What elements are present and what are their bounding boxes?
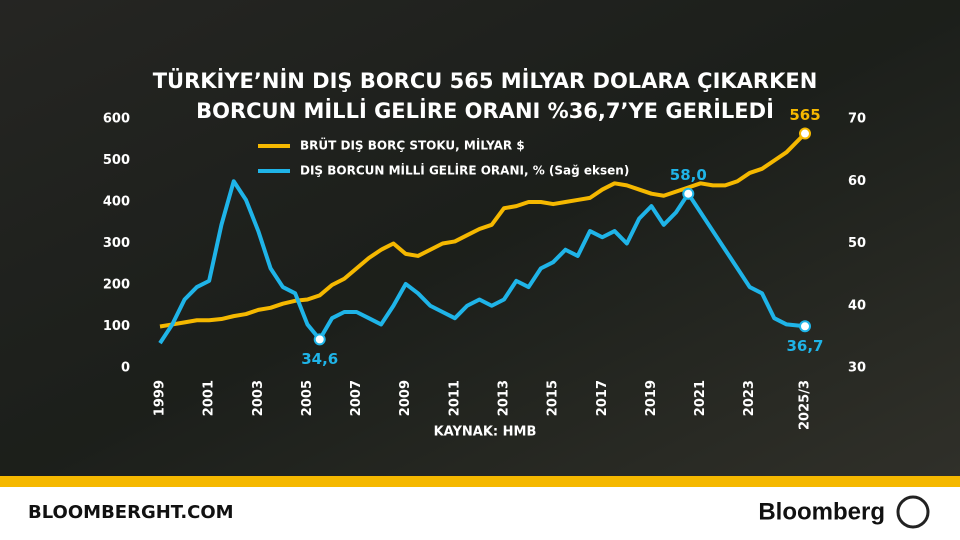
y2-tick-label: 50 bbox=[848, 236, 866, 251]
overlay bbox=[0, 0, 960, 476]
y-tick-label: 400 bbox=[103, 195, 130, 210]
point-marker bbox=[799, 320, 811, 333]
x-tick-label: 2023 bbox=[742, 380, 757, 416]
x-tick-label: 2005 bbox=[300, 380, 315, 416]
point-marker bbox=[799, 127, 811, 140]
point-marker bbox=[682, 187, 695, 200]
point-marker bbox=[313, 333, 326, 346]
y2-tick-label: 30 bbox=[848, 361, 866, 376]
y-tick-label: 500 bbox=[103, 153, 130, 168]
data-label: 565 bbox=[789, 106, 820, 124]
y2-tick-label: 70 bbox=[848, 112, 866, 127]
source: KAYNAK: HMB bbox=[434, 425, 537, 440]
legend-label: DIŞ BORCUN MİLLİ GELİRE ORANI, % (Sağ ek… bbox=[300, 163, 629, 178]
y2-tick-label: 60 bbox=[848, 174, 866, 189]
x-tick-label: 1999 bbox=[153, 380, 168, 416]
footer-site: BLOOMBERGHT.COM bbox=[28, 502, 234, 523]
x-tick-label: 2025/3 bbox=[798, 380, 813, 430]
data-label: 34,6 bbox=[301, 350, 338, 368]
y-tick-label: 100 bbox=[103, 319, 130, 334]
y-tick-label: 600 bbox=[103, 112, 130, 127]
x-tick-label: 2007 bbox=[349, 380, 364, 416]
plot: 0 100 200 300 400 500 600 30 40 50 60 70 1999 2001 200… bbox=[103, 106, 866, 430]
x-tick-label: 2017 bbox=[595, 380, 610, 416]
x-tick-label: 2011 bbox=[447, 380, 462, 416]
chart-title: TÜRKİYE’NİN DIŞ BORCU 565 MİLYAR DOLARA … bbox=[153, 68, 818, 93]
footer-brand: Bloomberg bbox=[758, 498, 885, 525]
x-tick-label: 2009 bbox=[398, 380, 413, 416]
y-tick-label: 200 bbox=[103, 278, 130, 293]
data-label: 58,0 bbox=[670, 166, 707, 184]
x-tick-label: 2021 bbox=[693, 380, 708, 416]
footer bbox=[0, 487, 960, 540]
x-tick-label: 2019 bbox=[644, 380, 659, 416]
series-line bbox=[158, 179, 806, 345]
y2-tick-label: 40 bbox=[848, 298, 866, 313]
x-tick-label: 2013 bbox=[497, 380, 512, 416]
chart-subtitle: BORCUN MİLLİ GELİRE ORANI %36,7’YE GERİL… bbox=[196, 98, 774, 123]
footer-stripe bbox=[0, 476, 960, 487]
x-tick-label: 2001 bbox=[202, 380, 217, 416]
legend-label: BRÜT DIŞ BORÇ STOKU, MİLYAR $ bbox=[300, 138, 525, 153]
x-tick-label: 2003 bbox=[251, 380, 266, 416]
logo bbox=[896, 495, 930, 529]
background bbox=[0, 0, 960, 476]
y-tick-label: 0 bbox=[121, 361, 130, 376]
x-tick-label: 2015 bbox=[546, 380, 561, 416]
data-label: 36,7 bbox=[786, 337, 823, 355]
y-tick-label: 300 bbox=[103, 236, 130, 251]
series-line bbox=[159, 132, 807, 329]
